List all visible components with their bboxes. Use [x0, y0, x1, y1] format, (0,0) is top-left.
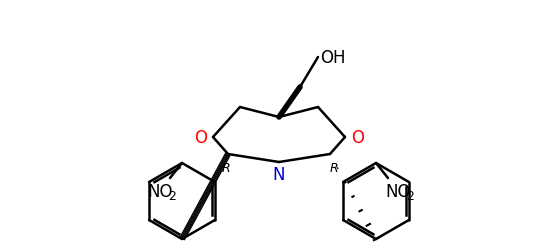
Text: O: O: [351, 129, 364, 146]
Text: NO: NO: [385, 182, 411, 200]
Text: R: R: [222, 161, 230, 174]
Text: 2: 2: [168, 189, 176, 202]
Text: OH: OH: [320, 49, 345, 67]
Text: O: O: [194, 129, 207, 146]
Text: R: R: [330, 161, 338, 174]
Text: NO: NO: [147, 182, 173, 200]
Text: N: N: [273, 165, 285, 183]
Text: 2: 2: [406, 189, 414, 202]
